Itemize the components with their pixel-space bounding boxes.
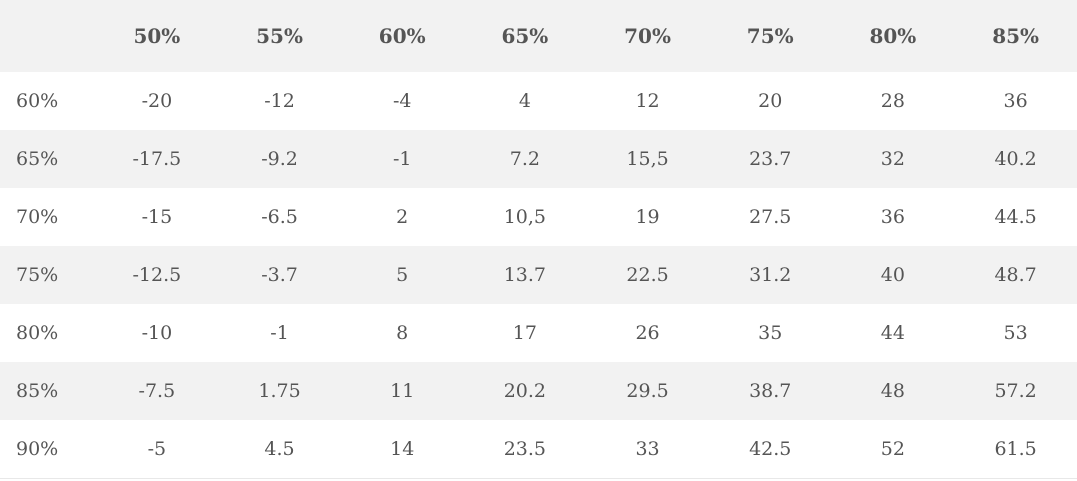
table-cell: 35 xyxy=(758,322,783,344)
table-cell: 33 xyxy=(635,437,660,460)
table-cell: 5 xyxy=(396,264,409,286)
table-cell: 15,5 xyxy=(626,148,669,170)
table-cell: 20.2 xyxy=(503,380,547,402)
table-row: 75% -12.5 -3.7 5 13.7 22.5 31.2 40 48.7 xyxy=(0,246,1077,304)
table-cell: 32 xyxy=(880,148,905,170)
table-cell: 42.5 xyxy=(749,437,792,460)
table-cell: 23.5 xyxy=(503,437,547,460)
row-header: 65% xyxy=(16,148,59,170)
table-cell: 61.5 xyxy=(994,437,1037,460)
row-header: 90% xyxy=(16,437,59,460)
table-cell: 4.5 xyxy=(264,437,295,460)
table-cell: 7.2 xyxy=(509,148,540,170)
table-cell: 27.5 xyxy=(749,206,792,228)
table-cell: -6.5 xyxy=(261,206,298,228)
table-cell: -1 xyxy=(270,322,289,344)
table-cell: 40 xyxy=(880,264,905,286)
table-cell: -4 xyxy=(392,90,412,112)
table-cell: 11 xyxy=(390,380,415,402)
row-header: 75% xyxy=(16,264,59,286)
row-header: 80% xyxy=(16,322,59,344)
table-cell: 28 xyxy=(880,90,905,112)
corner-cell xyxy=(0,0,96,72)
row-header: 60% xyxy=(16,90,59,112)
table-cell: 2 xyxy=(396,206,409,228)
table-cell: 20 xyxy=(758,90,783,112)
table-cell: 44 xyxy=(880,322,905,344)
table-cell: -3.7 xyxy=(261,264,298,286)
table-cell: 1.75 xyxy=(258,380,301,402)
table-cell: 13.7 xyxy=(503,264,547,286)
table-cell: 53 xyxy=(1003,322,1028,344)
table-cell: 14 xyxy=(390,437,415,460)
table-cell: 38.7 xyxy=(749,380,792,402)
table-cell: 44.5 xyxy=(994,206,1037,228)
table-cell: -10 xyxy=(141,322,173,344)
table-cell: -5 xyxy=(147,437,167,460)
table-cell: -1 xyxy=(392,148,412,170)
table-cell: -12 xyxy=(264,90,295,112)
column-header: 55% xyxy=(256,24,303,48)
table-row: 70% -15 -6.5 2 10,5 19 27.5 36 44.5 xyxy=(0,188,1077,246)
table-row: 65% -17.5 -9.2 -1 7.2 15,5 23.7 32 40.2 xyxy=(0,130,1077,188)
table-cell: -12.5 xyxy=(132,264,182,286)
table-row: 80% -10 -1 8 17 26 35 44 53 xyxy=(0,304,1077,362)
table-cell: -9.2 xyxy=(261,148,298,170)
header-row: 50% 55% 60% 65% 70% 75% 80% 85% xyxy=(0,0,1077,72)
table-cell: -17.5 xyxy=(132,148,182,170)
column-header: 60% xyxy=(378,24,426,48)
table-row: 90% -5 4.5 14 23.5 33 42.5 52 61.5 xyxy=(0,420,1077,478)
table-cell: 19 xyxy=(635,206,660,228)
table-cell: 52 xyxy=(880,437,905,460)
table-cell: 10,5 xyxy=(503,206,547,228)
table-cell: 40.2 xyxy=(994,148,1037,170)
table-cell: 36 xyxy=(1003,90,1028,112)
table-header: 50% 55% 60% 65% 70% 75% 80% 85% xyxy=(0,0,1077,72)
column-header: 65% xyxy=(501,24,549,48)
row-header: 70% xyxy=(16,206,59,228)
table-cell: 31.2 xyxy=(749,264,792,286)
table-cell: 29.5 xyxy=(626,380,669,402)
table-cell: 23.7 xyxy=(749,148,792,170)
table-cell: 22.5 xyxy=(626,264,669,286)
column-header: 50% xyxy=(133,24,181,48)
table-cell: 57.2 xyxy=(994,380,1037,402)
table-cell: -20 xyxy=(141,90,173,112)
table-cell: 4 xyxy=(518,90,531,112)
column-header: 85% xyxy=(992,24,1040,48)
table-cell: 26 xyxy=(635,322,660,344)
column-header: 75% xyxy=(746,24,794,48)
table-row: 60% -20 -12 -4 4 12 20 28 36 xyxy=(0,72,1077,130)
table-cell: 48 xyxy=(880,380,905,402)
table-cell: 12 xyxy=(635,90,660,112)
table-cell: -7.5 xyxy=(138,380,176,402)
table-cell: 17 xyxy=(512,322,537,344)
column-header: 80% xyxy=(869,24,917,48)
table-cell: 48.7 xyxy=(994,264,1037,286)
table-row: 85% -7.5 1.75 11 20.2 29.5 38.7 48 57.2 xyxy=(0,362,1077,420)
table-cell: 36 xyxy=(880,206,905,228)
table-cell: 8 xyxy=(396,322,409,344)
row-header: 85% xyxy=(16,380,59,402)
table-body: 60% -20 -12 -4 4 12 20 28 36 65% -17.5 -… xyxy=(0,72,1077,478)
column-header: 70% xyxy=(624,24,671,48)
table-cell: -15 xyxy=(141,206,173,228)
